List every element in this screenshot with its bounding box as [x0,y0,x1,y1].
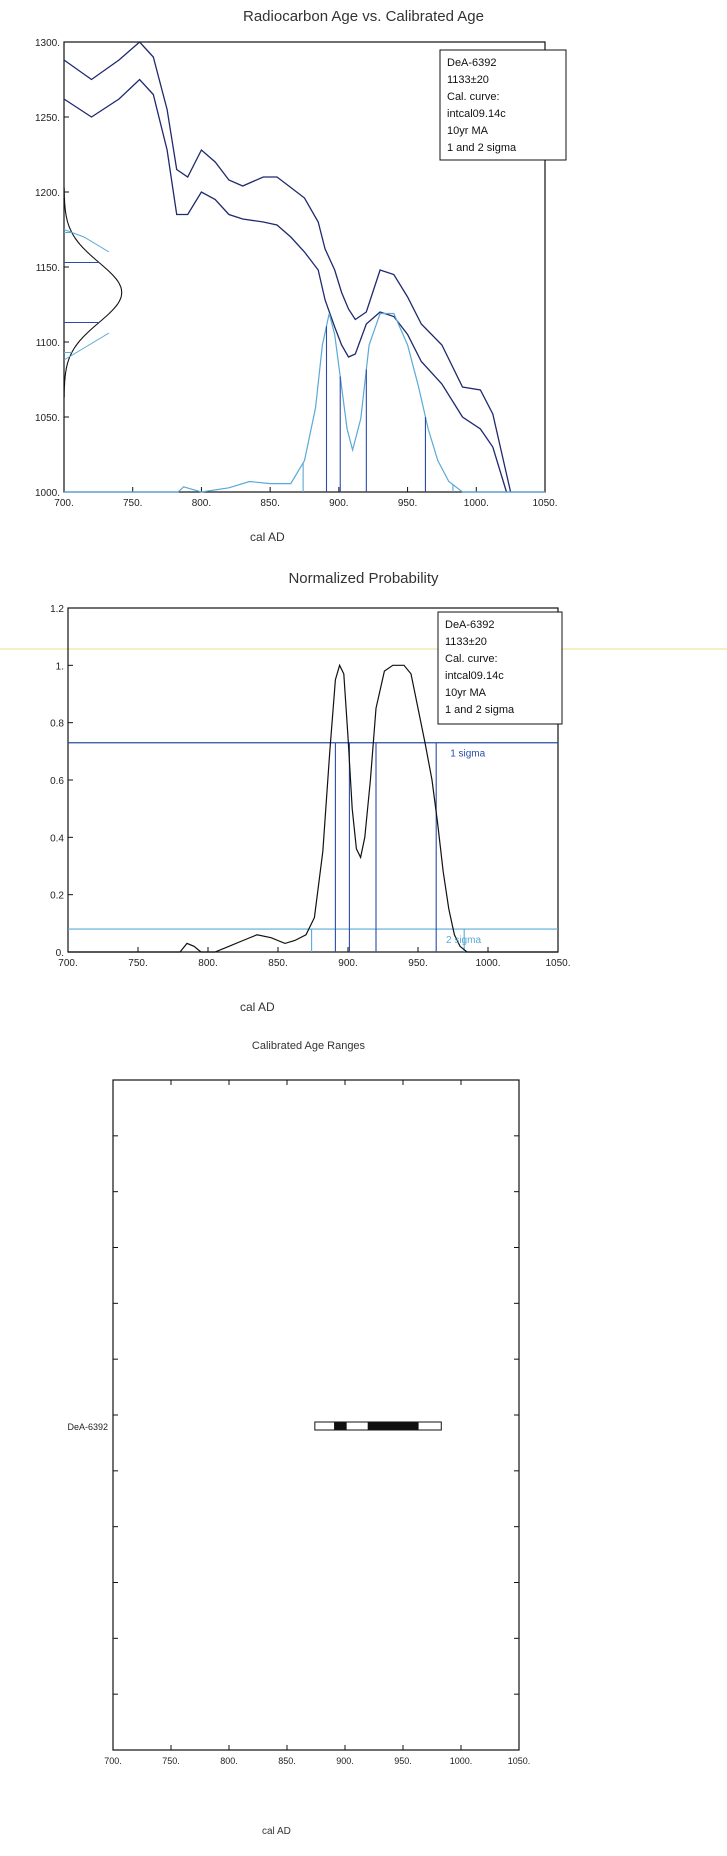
x-tick-label: 700. [58,958,77,969]
x-tick-label: 1050. [532,498,557,509]
one-sigma-annotation: 1 sigma [450,749,485,760]
sample-label: DeA-6392 [67,1422,108,1432]
chart3-title: Calibrated Age Ranges [251,1040,366,1052]
one-sigma-range-bar [334,1421,347,1431]
chart2-xlabel: cal AD [240,1000,275,1014]
x-tick-label: 800. [192,498,211,509]
x-tick-label: 1050. [508,1756,531,1766]
chart3-xlabel: cal AD [262,1826,291,1837]
y-tick-label: 1.2 [50,604,64,615]
calibration-curve-upper [63,41,512,493]
y-tick-label: 0.8 [50,719,64,730]
x-tick-label: 950. [408,958,427,969]
y-tick-label: 0.2 [50,891,64,902]
calibrated-probability [64,312,545,493]
y-tick-label: 1150. [36,263,60,274]
chart2-title: Normalized Probability [288,570,439,587]
chart2-plot: 700. 750. 800. 850. 900. 950. 1000. 1050. 0. 0.2 0… [50,604,570,969]
legend-entry: DeA-6392 [445,619,495,631]
legend-entry: DeA-6392 [447,57,497,69]
y-tick-label: 1100. [36,338,60,349]
one-sigma-range-bar [367,1421,419,1431]
y-tick-label: 1200. [35,188,60,199]
calibration-curve-lower [63,78,508,493]
x-tick-label: 850. [278,1756,296,1766]
legend-entry: intcal09.14c [445,670,504,682]
legend-box [439,49,567,161]
y-tick-label: 1050. [35,413,60,424]
x-tick-label: 1000. [464,498,489,509]
legend-entry: intcal09.14c [447,108,506,120]
x-tick-label: 700. [104,1756,122,1766]
y-tick-label: 1000. [35,488,60,499]
chart1-title: Radiocarbon Age vs. Calibrated Age [243,8,484,25]
legend-entry: 1133±20 [445,636,487,648]
x-tick-label: 800. [220,1756,238,1766]
chart1-plot: 700. 750. 800. 850. 900. 950. 1000. 1050. 1000. 1… [35,38,567,509]
chart3-plot: 700. 750. 800. 850. 900. 950. 1000. 1050. DeA-63… [67,1079,531,1766]
plot-frame [112,1079,520,1751]
x-tick-label: 750. [162,1756,180,1766]
legend-entry: 10yr MA [447,125,489,137]
x-tick-label: 750. [128,958,147,969]
x-tick-label: 850. [260,498,279,509]
x-tick-label: 950. [394,1756,412,1766]
x-tick-label: 900. [336,1756,354,1766]
y-tick-label: 0.6 [50,776,64,787]
x-tick-label: 850. [268,958,287,969]
legend-entry: 1 and 2 sigma [445,704,515,716]
legend-box [437,611,563,725]
y-tick-label: 0. [56,948,64,959]
measured-age-distribution [63,187,123,398]
y-tick-label: 1250. [35,113,60,124]
y-tick-label: 0.4 [50,833,64,844]
two-sigma-annotation: 2 sigma [446,935,481,946]
distribution-tail-lower [63,332,110,361]
x-tick-label: 1000. [475,958,500,969]
legend-entry: Cal. curve: [445,653,498,665]
x-tick-label: 750. [123,498,142,509]
x-tick-label: 1000. [450,1756,473,1766]
legend-entry: Cal. curve: [447,91,500,103]
probability-curve [68,663,558,953]
x-tick-label: 900. [329,498,348,509]
distribution-tail-upper [63,229,110,253]
chart1-xlabel: cal AD [250,530,285,544]
x-tick-label: 950. [398,498,417,509]
legend-entry: 1133±20 [447,74,489,86]
x-tick-label: 700. [54,498,73,509]
legend-entry: 10yr MA [445,687,487,699]
legend-entry: 1 and 2 sigma [447,142,517,154]
x-tick-label: 900. [338,958,357,969]
y-tick-label: 1300. [35,38,60,49]
x-tick-label: 1050. [545,958,570,969]
y-tick-label: 1. [56,661,64,672]
section-divider [0,648,727,650]
x-tick-label: 800. [198,958,217,969]
